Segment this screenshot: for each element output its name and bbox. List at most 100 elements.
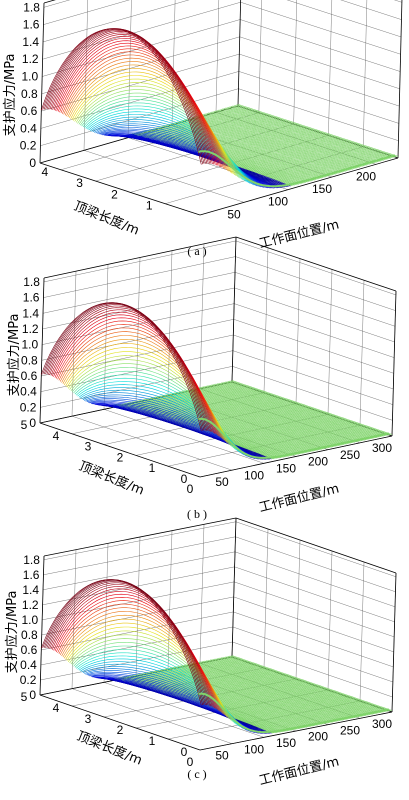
surface-mesh-line: [73, 370, 234, 449]
surface-mesh-line: [164, 668, 325, 725]
z-tick-label: 0.6: [21, 369, 38, 383]
y-tick-label: 1: [146, 199, 153, 213]
x-tick-label: 150: [276, 462, 296, 476]
y-tick-label: 0: [181, 745, 188, 759]
surface-mesh-line: [229, 655, 390, 712]
surface-mesh-line: [216, 658, 378, 714]
surface-mesh-line: [195, 116, 356, 169]
surface-mesh-line: [200, 386, 361, 442]
surface-mesh-line: [168, 123, 329, 177]
surface-mesh-line: [153, 396, 314, 452]
surface-mesh-line: [211, 659, 372, 715]
surface-mesh-line: [202, 114, 363, 167]
surface-mesh-line: [43, 28, 205, 164]
surface-mesh-line: [162, 395, 323, 450]
surface-mesh-line: [236, 104, 397, 157]
y-tick-label: 0: [181, 472, 188, 486]
axis-box-edge: [237, 0, 242, 107]
surface-mesh-line: [153, 128, 314, 181]
z-tick-label: 0.6: [21, 104, 38, 118]
surface-mesh-line: [50, 586, 212, 707]
surface-mesh-line: [168, 393, 330, 449]
z-tick-label: 0.6: [21, 643, 38, 657]
x-tick-label: 100: [244, 468, 264, 482]
surface-mesh-line: [229, 380, 390, 436]
surface-mesh-line: [146, 398, 308, 453]
surface-mesh-line: [179, 391, 340, 446]
surface-mesh-line: [194, 662, 356, 719]
surface-mesh-line: [201, 661, 362, 717]
panel-caption: ( b ): [187, 507, 207, 521]
z-tick-label: 1.6: [23, 18, 40, 32]
surface-mesh-line: [49, 307, 210, 432]
axis-box-edge: [231, 236, 237, 383]
surface-mesh-line: [73, 645, 234, 723]
surface-mesh-line: [228, 106, 389, 160]
x-tick-label: 250: [340, 448, 360, 462]
panel-caption: ( c ): [187, 767, 206, 781]
surface-mesh-line: [50, 309, 212, 432]
y-tick-label: 2: [111, 187, 118, 201]
axis-box-edge: [39, 2, 45, 164]
surface-mesh-line: [197, 662, 358, 718]
surface-mesh-line: [185, 664, 346, 720]
z-tick-label: 1.0: [21, 338, 38, 352]
z-tick-label: 1.2: [22, 598, 39, 612]
surface-mesh-line: [229, 106, 390, 159]
surface-mesh-line: [156, 396, 317, 451]
surface-mesh-line: [223, 381, 384, 437]
surface-mesh-line: [173, 666, 334, 723]
surface-mesh-line: [183, 664, 345, 721]
surface-mesh-line: [225, 381, 386, 437]
z-gridline: [42, 287, 395, 343]
surface-mesh-line: [42, 28, 203, 165]
surface-mesh-line: [51, 588, 213, 707]
z-tick-label: 0: [29, 156, 36, 170]
z-tick-label: 0.2: [20, 673, 37, 687]
z-tick-label: 1.6: [23, 291, 40, 305]
surface-mesh-line: [150, 129, 311, 182]
surface-mesh-line: [211, 384, 372, 440]
z-tick-label: 1.4: [22, 306, 39, 320]
surface-mesh-line: [216, 110, 377, 163]
surface-mesh-line: [41, 28, 202, 165]
surface-mesh-line: [153, 670, 314, 727]
x-axis-label: 工作面位置/m: [258, 217, 341, 251]
surface-mesh-line: [208, 112, 369, 166]
axis-box-edge: [43, 236, 237, 279]
surface-mesh-line: [167, 393, 328, 449]
z-tick-label: 0.4: [20, 121, 37, 135]
x-tick-label: 50: [215, 475, 229, 489]
surface-edge: [198, 417, 389, 459]
surface-mesh-line: [163, 394, 324, 450]
z-tick-label: 1.6: [23, 568, 40, 582]
surface-mesh-line: [233, 105, 394, 158]
surface-mesh-line: [201, 386, 362, 442]
x-tick-label: 50: [227, 207, 241, 221]
surface-mesh-line: [227, 381, 388, 436]
x-tick-label: 0: [187, 755, 194, 769]
axis-box-edge: [39, 162, 201, 216]
stress-surface: [41, 28, 399, 189]
z-gridline: [43, 521, 396, 577]
axis-box-edge: [397, 0, 403, 159]
surface-mesh-line: [184, 119, 345, 172]
surface-mesh-line: [211, 111, 372, 165]
surface-mesh-line: [200, 661, 361, 717]
surface-mesh-line: [186, 389, 347, 445]
z-tick-label: 1.8: [23, 553, 40, 567]
surface-mesh-line: [186, 664, 347, 720]
z-gridline: [43, 0, 402, 25]
surface-mesh-line: [41, 579, 202, 706]
surface-mesh-line: [46, 304, 207, 431]
surface-mesh-line: [53, 35, 215, 165]
z-tick-label: 1.8: [23, 275, 40, 289]
z-gridline: [42, 272, 396, 327]
surface-mesh-line: [51, 311, 213, 433]
surface-mesh-line: [183, 390, 345, 445]
surface-mesh-line: [235, 104, 396, 158]
x-axis-label: 工作面位置/m: [258, 754, 341, 788]
surface-mesh-line: [199, 115, 360, 168]
z-tick-label: 1.2: [22, 322, 39, 336]
